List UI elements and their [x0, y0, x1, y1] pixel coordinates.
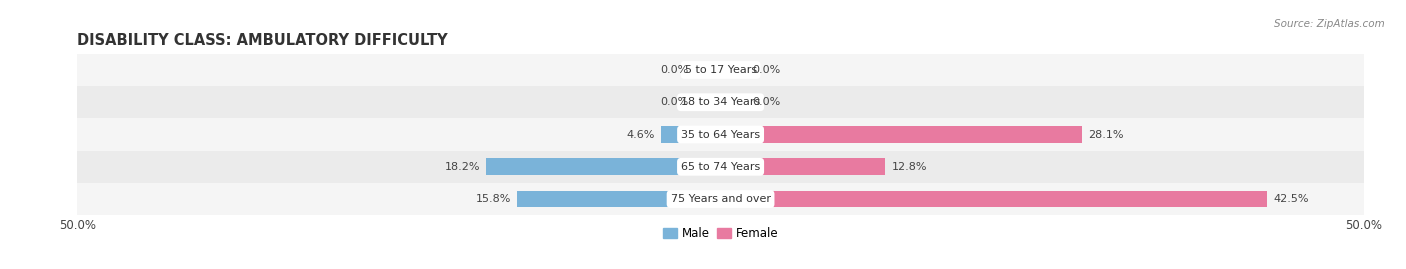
- Text: 15.8%: 15.8%: [475, 194, 510, 204]
- Text: 28.1%: 28.1%: [1088, 129, 1123, 140]
- Bar: [77, 54, 1364, 86]
- Text: 4.6%: 4.6%: [627, 129, 655, 140]
- Text: 0.0%: 0.0%: [752, 65, 780, 75]
- Bar: [721, 158, 886, 175]
- Bar: [695, 94, 721, 111]
- Text: 65 to 74 Years: 65 to 74 Years: [681, 162, 761, 172]
- Bar: [721, 126, 1083, 143]
- Text: 0.0%: 0.0%: [661, 65, 689, 75]
- Text: 5 to 17 Years: 5 to 17 Years: [685, 65, 756, 75]
- Bar: [661, 126, 721, 143]
- Text: DISABILITY CLASS: AMBULATORY DIFFICULTY: DISABILITY CLASS: AMBULATORY DIFFICULTY: [77, 33, 449, 48]
- Text: Source: ZipAtlas.com: Source: ZipAtlas.com: [1274, 19, 1385, 29]
- Text: 0.0%: 0.0%: [752, 97, 780, 107]
- Bar: [486, 158, 721, 175]
- Bar: [77, 151, 1364, 183]
- Bar: [721, 191, 1267, 207]
- Bar: [77, 183, 1364, 215]
- Bar: [695, 62, 721, 78]
- Text: 0.0%: 0.0%: [661, 97, 689, 107]
- Text: 42.5%: 42.5%: [1274, 194, 1309, 204]
- Bar: [721, 94, 747, 111]
- Text: 18 to 34 Years: 18 to 34 Years: [681, 97, 761, 107]
- Text: 35 to 64 Years: 35 to 64 Years: [681, 129, 761, 140]
- Bar: [721, 62, 747, 78]
- Bar: [77, 118, 1364, 151]
- Bar: [517, 191, 721, 207]
- Bar: [77, 86, 1364, 118]
- Text: 75 Years and over: 75 Years and over: [671, 194, 770, 204]
- Text: 18.2%: 18.2%: [444, 162, 479, 172]
- Text: 12.8%: 12.8%: [891, 162, 927, 172]
- Legend: Male, Female: Male, Female: [658, 222, 783, 245]
